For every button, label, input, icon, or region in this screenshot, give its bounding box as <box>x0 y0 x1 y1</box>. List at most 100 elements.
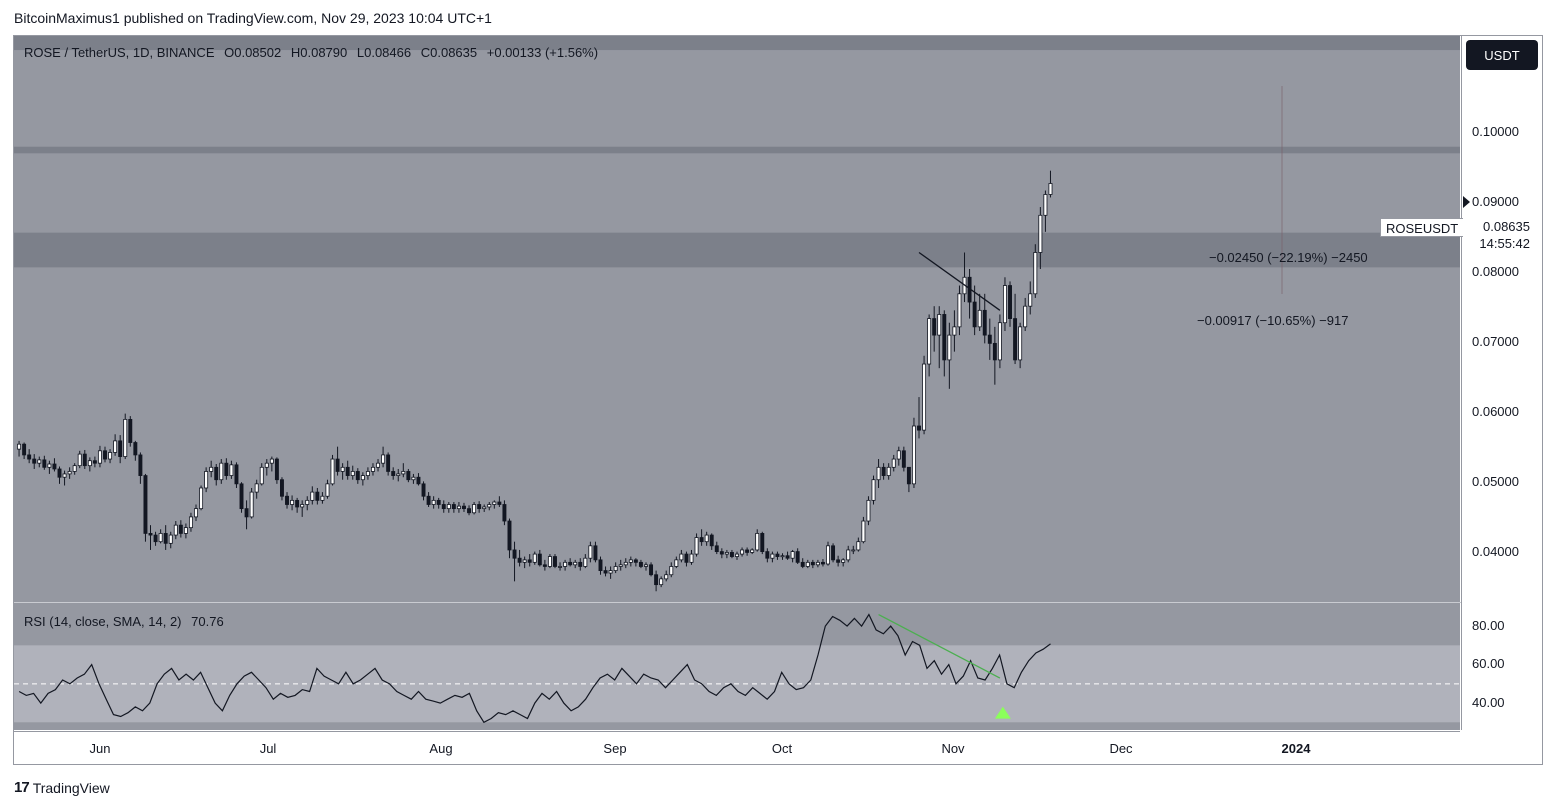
candle-down <box>795 551 800 563</box>
candle-down <box>654 574 659 586</box>
candle-up <box>861 520 866 543</box>
candle-up <box>871 479 876 501</box>
candle-down <box>462 505 466 510</box>
candle-up <box>841 559 846 563</box>
candle-down <box>553 556 557 567</box>
candle-up <box>1028 293 1033 307</box>
candle-up <box>158 533 163 543</box>
rsi-legend-label: RSI (14, close, SMA, 14, 2) <box>24 614 182 629</box>
candle-up <box>689 553 694 563</box>
candle-up <box>851 549 856 552</box>
candle-up <box>204 471 209 489</box>
price-tick: 0.06000 <box>1472 404 1519 419</box>
candle-up <box>209 466 214 472</box>
candle-down <box>603 570 608 574</box>
candle-up <box>472 504 477 514</box>
candle-up <box>340 466 345 472</box>
candle-down <box>517 557 522 563</box>
price-axis[interactable] <box>1461 36 1542 730</box>
candle-down <box>649 564 654 576</box>
candle-up <box>1033 252 1038 295</box>
candle-up <box>482 506 487 510</box>
candle-down <box>719 551 724 555</box>
candle-up <box>740 549 745 555</box>
time-tick: Dec <box>1109 741 1133 756</box>
candle-up <box>194 508 198 518</box>
candle-up <box>229 464 234 476</box>
rsi-tick: 60.00 <box>1472 656 1505 671</box>
candle-down <box>143 475 148 534</box>
candle-down <box>42 459 47 468</box>
candle-down <box>598 559 603 572</box>
price-legend: ROSE / TetherUS, 1D, BINANCE O0.08502 H0… <box>24 45 604 60</box>
candle-down <box>118 440 123 457</box>
candle-up <box>254 483 259 493</box>
candle-down <box>128 418 133 443</box>
candle-up <box>97 450 102 464</box>
candle-down <box>295 499 300 508</box>
candle-up <box>350 471 355 476</box>
pane-separator[interactable] <box>14 602 1542 603</box>
candle-down <box>497 501 502 505</box>
candle-up <box>755 533 760 551</box>
candle-up <box>264 462 269 468</box>
candle-up <box>805 561 810 567</box>
tradingview-brand[interactable]: 17 TradingView <box>14 779 110 796</box>
candle-up <box>330 458 335 485</box>
candle-down <box>386 454 391 472</box>
candle-up <box>446 504 451 510</box>
legend-open: O0.08502 <box>224 45 282 60</box>
candle-down <box>315 491 320 501</box>
rsi-chart-svg <box>14 613 1460 724</box>
candle-down <box>831 545 836 561</box>
rsi-pane[interactable] <box>14 603 1460 730</box>
candle-down <box>745 549 750 553</box>
candle-up <box>547 556 552 567</box>
candle-up <box>937 314 942 336</box>
candle-up <box>724 552 729 555</box>
candle-up <box>431 499 436 505</box>
candle-up <box>911 425 916 485</box>
time-tick: Nov <box>941 741 965 756</box>
candle-down <box>972 301 977 328</box>
time-axis[interactable] <box>14 731 1460 764</box>
candle-up <box>371 466 375 472</box>
candle-up <box>360 475 365 481</box>
candle-up <box>199 487 204 510</box>
candle-down <box>992 342 997 361</box>
candle-down <box>345 466 350 476</box>
price-pane[interactable] <box>14 36 1460 602</box>
time-tick: Jul <box>259 741 277 756</box>
candle-up <box>168 534 173 544</box>
candle-up <box>891 458 896 468</box>
candle-up <box>623 561 628 566</box>
candle-down <box>987 334 992 344</box>
candle-up <box>618 564 623 567</box>
candle-down <box>901 450 906 468</box>
candle-up <box>608 570 613 574</box>
candle-up <box>113 440 118 453</box>
candle-up <box>558 566 563 568</box>
candle-up <box>856 541 861 551</box>
candle-up <box>947 334 952 361</box>
candle-down <box>133 442 138 456</box>
candle-up <box>1002 285 1007 324</box>
resistance-zone <box>14 146 1460 154</box>
candle-down <box>441 504 446 510</box>
candle-up <box>249 491 254 518</box>
rsi-tick: 40.00 <box>1472 695 1505 710</box>
candle-down <box>775 553 780 557</box>
candle-up <box>108 452 113 460</box>
candle-down <box>578 561 583 567</box>
candle-up <box>613 566 618 572</box>
candle-up <box>997 322 1002 361</box>
currency-button[interactable]: USDT <box>1466 40 1538 70</box>
measurement-label-1: −0.02450 (−22.19%) −2450 <box>1209 250 1368 265</box>
candle-down <box>906 466 911 485</box>
time-tick: Sep <box>603 741 627 756</box>
candle-up <box>67 471 72 475</box>
legend-high: H0.08790 <box>290 45 348 60</box>
candle-up <box>532 553 537 563</box>
candle-down <box>32 458 37 464</box>
candle-up <box>1043 194 1048 216</box>
